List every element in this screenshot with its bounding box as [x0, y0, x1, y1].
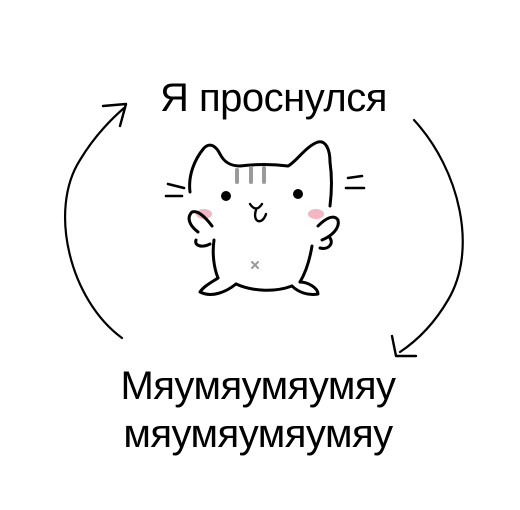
- cat-doodle-icon: [164, 140, 366, 296]
- caption-bottom-line-1: Мяумяумяумяу: [120, 364, 396, 408]
- caption-bottom-line-2: мяумяумяумяу: [123, 412, 393, 456]
- cycle-arrow-up-icon: [64, 102, 128, 340]
- caption-top: Я проснулся: [160, 76, 387, 120]
- cycle-arrow-down-icon: [390, 118, 464, 358]
